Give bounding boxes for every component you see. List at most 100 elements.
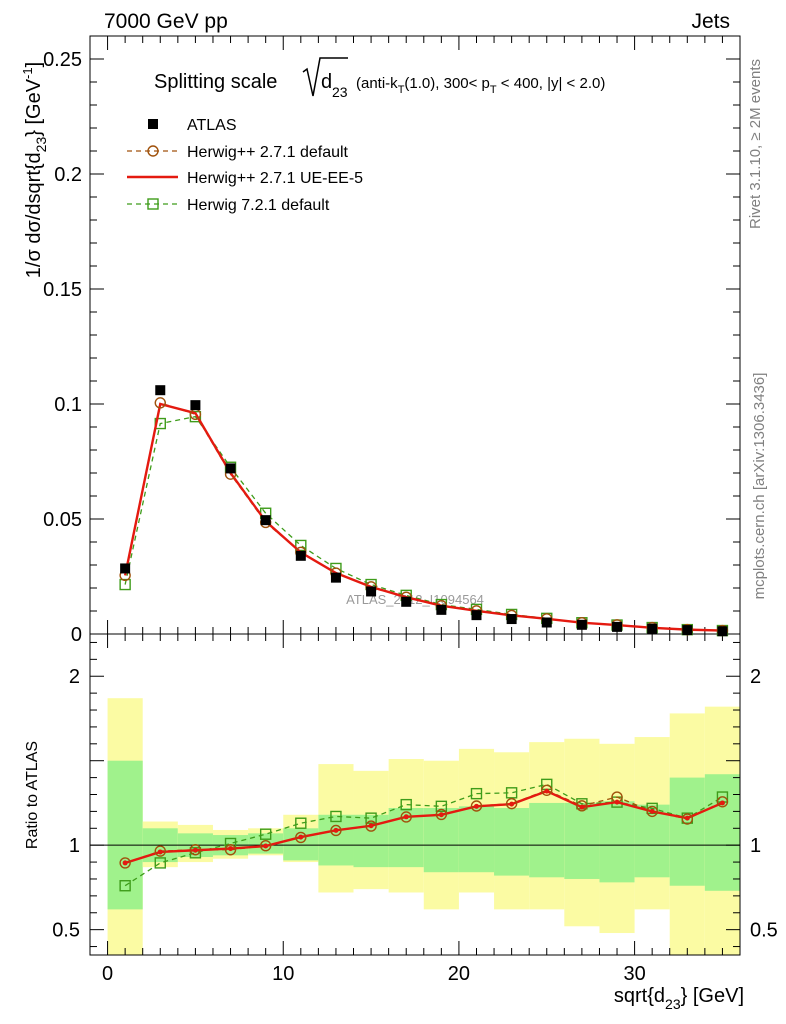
ratio-herwigpp-default-marker bbox=[330, 824, 342, 837]
ratio-herwigpp-ueee5-marker bbox=[473, 803, 479, 809]
svg-text:(anti-kT(1.0), 300< pT < 400,: (anti-kT(1.0), 300< pT < 400, |y| < 2.0) bbox=[356, 75, 605, 96]
atlas-data-point bbox=[576, 619, 587, 630]
ratio-herwigpp-default-marker bbox=[505, 797, 518, 810]
stat-uncertainty-band bbox=[599, 801, 635, 883]
ratio-series bbox=[119, 778, 729, 892]
atlas-data-point bbox=[682, 625, 693, 636]
ratio-herwigpp-ueee5-marker bbox=[122, 860, 128, 866]
ratio-herwigpp-default-marker bbox=[224, 844, 237, 856]
upper-y-axis-label: 1/σ dσ/dsqrt{d23} [GeV-1] bbox=[20, 62, 49, 278]
ratio-herwigpp-default-marker bbox=[189, 844, 202, 856]
ratio-herwig7-line bbox=[124, 783, 723, 887]
ratio-herwigpp-ueee5-marker bbox=[228, 846, 234, 852]
ratio-herwigpp-default-marker bbox=[435, 808, 448, 821]
ratio-herwigpp-default-marker bbox=[259, 839, 272, 852]
ratio-herwigpp-default-marker bbox=[716, 796, 729, 808]
atlas-data-point bbox=[541, 617, 552, 628]
herwigpp-default-marker bbox=[154, 397, 166, 409]
legend-marker bbox=[147, 198, 159, 210]
y-tick-label: 1 bbox=[69, 835, 80, 857]
chart-title: Splitting scale d 23 (anti-kT(1.0), 300<… bbox=[154, 57, 605, 100]
header-left-label: 7000 GeV pp bbox=[104, 10, 228, 33]
atlas-data-point bbox=[471, 610, 482, 621]
atlas-data-point bbox=[260, 515, 271, 526]
ratio-herwigpp-ueee5-marker bbox=[649, 808, 655, 814]
ratio-herwig7-marker bbox=[259, 828, 272, 840]
y-tick-label: 0 bbox=[71, 624, 82, 646]
stat-uncertainty-band bbox=[423, 808, 459, 873]
atlas-data-point bbox=[717, 626, 728, 637]
rivet-version-label: Rivet 3.1.10, ≥ 2M events bbox=[747, 59, 764, 229]
stat-uncertainty-band bbox=[564, 802, 600, 879]
x-axis-label: sqrt{d23} [GeV] bbox=[614, 985, 744, 1012]
atlas-data-point bbox=[190, 400, 201, 411]
svg-text:23: 23 bbox=[332, 84, 348, 100]
ratio-herwigpp-ueee5-marker bbox=[509, 801, 515, 807]
ratio-herwigpp-ueee5-marker bbox=[157, 849, 163, 855]
atlas-data-point bbox=[295, 550, 306, 561]
stat-uncertainty-band bbox=[318, 814, 354, 866]
y-tick-label: 0.05 bbox=[43, 509, 82, 531]
x-tick-label: 10 bbox=[272, 963, 294, 985]
stat-uncertainty-band bbox=[634, 804, 670, 878]
svg-text:d: d bbox=[321, 71, 332, 93]
upper-axes: 0 0.05 0.1 0.15 0.2 0.25 bbox=[43, 35, 741, 646]
legend-atlas-marker bbox=[148, 119, 158, 129]
ratio-herwigpp-default-marker bbox=[541, 784, 553, 796]
herwig7-marker bbox=[295, 539, 307, 552]
ratio-herwig7-marker bbox=[365, 812, 377, 824]
atlas-data-point bbox=[436, 604, 447, 615]
upper-series bbox=[119, 385, 729, 637]
ratio-herwig7-marker bbox=[295, 817, 307, 829]
ratio-herwigpp-default-marker bbox=[681, 813, 693, 825]
y-tick-label-right: 2 bbox=[750, 666, 761, 688]
atlas-data-point bbox=[225, 463, 236, 474]
ratio-herwigpp-ueee5-marker bbox=[333, 827, 339, 833]
x-tick-label: 30 bbox=[623, 963, 645, 985]
atlas-data-point bbox=[506, 614, 517, 625]
atlas-data-point bbox=[155, 385, 166, 396]
x-tick-label: 0 bbox=[102, 963, 113, 985]
ratio-herwig7-marker bbox=[154, 857, 166, 869]
atlas-data-point bbox=[401, 596, 412, 607]
legend: ATLAS Herwig++ 2.7.1 default Herwig++ 2.7.… bbox=[127, 117, 363, 214]
stat-uncertainty-band bbox=[704, 774, 740, 891]
ratio-herwig7-marker bbox=[400, 798, 412, 811]
stat-uncertainty-band bbox=[529, 802, 565, 878]
ratio-herwigpp-default-marker bbox=[576, 800, 588, 812]
lower-y-axis-label: Ratio to ATLAS bbox=[24, 741, 41, 849]
ratio-herwig7-marker bbox=[470, 787, 483, 800]
ratio-herwigpp-default-marker bbox=[400, 811, 412, 823]
ratio-herwigpp-ueee5-marker bbox=[368, 823, 374, 829]
ratio-herwigpp-ueee5-marker bbox=[614, 799, 620, 805]
stat-uncertainty-band bbox=[107, 760, 143, 910]
lower-axes: 0 10 20 30 0.5 0.5 1 1 2 2 bbox=[52, 633, 778, 985]
legend-label: Herwig++ 2.7.1 UE-EE-5 bbox=[187, 170, 363, 187]
herwig7-marker bbox=[119, 578, 131, 591]
ratio-herwigpp-ueee5-marker bbox=[579, 804, 585, 810]
ratio-herwig7-marker bbox=[435, 800, 448, 813]
legend-label: Herwig++ 2.7.1 default bbox=[187, 144, 349, 161]
legend-label: ATLAS bbox=[187, 117, 237, 134]
x-tick-label: 20 bbox=[448, 963, 470, 985]
herwigpp-ueee5-line bbox=[123, 402, 723, 632]
ratio-herwigpp-default-marker bbox=[154, 845, 166, 857]
ratio-herwig7-marker bbox=[330, 810, 342, 823]
atlas-data-point bbox=[330, 572, 341, 583]
ratio-herwigpp-ueee5-marker bbox=[298, 834, 304, 840]
svg-text:Splitting scale: Splitting scale bbox=[154, 71, 277, 93]
y-tick-label: 0.25 bbox=[43, 49, 82, 71]
y-tick-label: 2 bbox=[69, 666, 80, 688]
stat-uncertainty-band bbox=[248, 833, 284, 854]
ratio-herwigpp-default-marker bbox=[365, 820, 377, 832]
legend-label: Herwig 7.2.1 default bbox=[187, 197, 330, 214]
atlas-data-point bbox=[612, 621, 623, 632]
ratio-herwigpp-ueee5-marker bbox=[192, 847, 198, 853]
ratio-herwigpp-ueee5-marker bbox=[403, 814, 409, 820]
atlas-data-point bbox=[366, 586, 377, 597]
legend-marker bbox=[147, 145, 159, 157]
stat-uncertainty-band bbox=[458, 806, 495, 873]
ratio-herwigpp-ueee5-marker bbox=[719, 800, 725, 806]
stat-uncertainty-band bbox=[494, 808, 530, 876]
